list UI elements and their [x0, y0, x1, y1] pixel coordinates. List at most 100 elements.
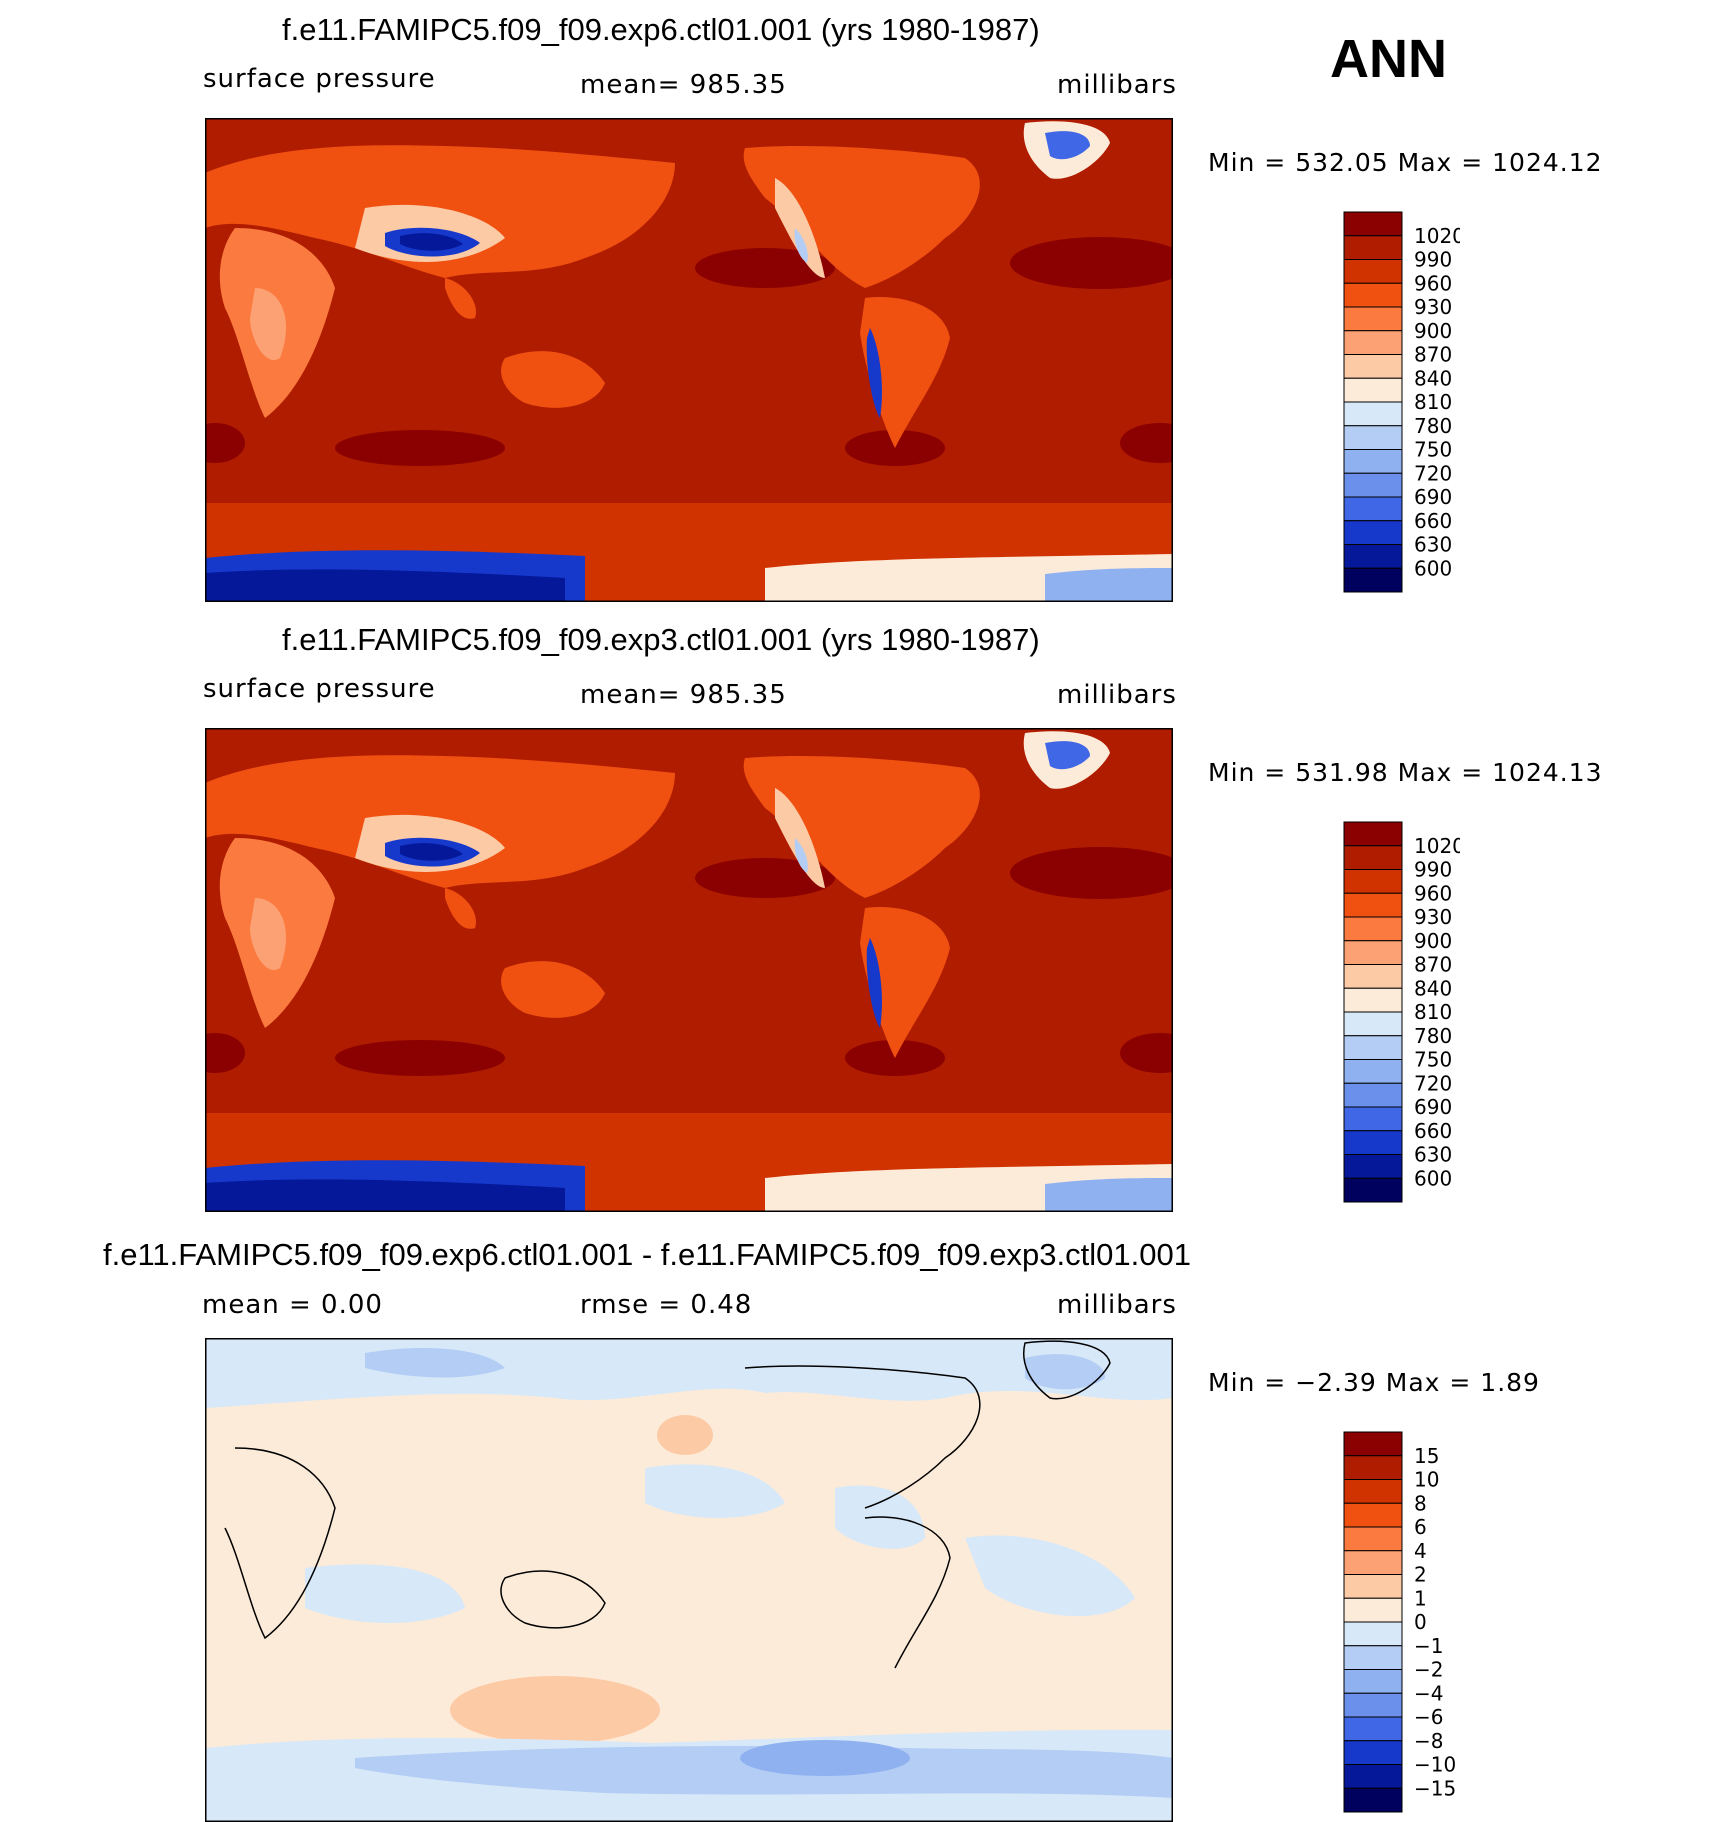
colorbar-label: 840	[1414, 976, 1452, 1000]
colorbar-box	[1343, 869, 1403, 894]
colorbar-box	[1343, 449, 1403, 474]
colorbar-label: 6	[1414, 1515, 1427, 1539]
colorbar-box	[1343, 544, 1403, 569]
colorbar-label: 660	[1414, 509, 1452, 533]
colorbar-label: 780	[1414, 1024, 1452, 1048]
colorbar-label: −6	[1414, 1705, 1443, 1729]
colorbar-box	[1343, 235, 1403, 260]
colorbar-box	[1343, 940, 1403, 965]
colorbar-box	[1343, 1011, 1403, 1037]
panel2-variable-label: surface pressure	[203, 674, 436, 704]
colorbar-box	[1343, 211, 1403, 237]
colorbar-box	[1343, 1550, 1403, 1575]
colorbar-box	[1343, 401, 1403, 427]
colorbar-box	[1343, 821, 1403, 847]
colorbar-box	[1343, 377, 1403, 403]
colorbar-label: −2	[1414, 1658, 1443, 1682]
colorbar-label: 840	[1414, 366, 1452, 390]
colorbar-box	[1343, 845, 1403, 870]
colorbar-label: 1020	[1414, 834, 1460, 858]
colorbar-label: 1020	[1414, 224, 1460, 248]
colorbar-box	[1343, 1035, 1403, 1060]
colorbar-label: 600	[1414, 1166, 1452, 1190]
colorbar-box	[1343, 330, 1403, 355]
colorbar-box	[1343, 987, 1403, 1013]
colorbar-box	[1343, 1692, 1403, 1718]
colorbar-label: 690	[1414, 1095, 1452, 1119]
colorbar-box	[1343, 1479, 1403, 1504]
colorbar-box	[1343, 1526, 1403, 1552]
colorbar-box	[1343, 1502, 1403, 1528]
panel3-units-label: millibars	[1057, 1290, 1177, 1320]
colorbar-box	[1343, 306, 1403, 332]
panel1-variable-label: surface pressure	[203, 64, 436, 94]
colorbar-label: 780	[1414, 414, 1452, 438]
panel3-map	[205, 1338, 1173, 1822]
panel2-title: f.e11.FAMIPC5.f09_f09.exp3.ctl01.001 (yr…	[282, 622, 1040, 657]
colorbar-box	[1343, 1455, 1403, 1480]
colorbar-box	[1343, 567, 1403, 593]
colorbar-box	[1343, 1740, 1403, 1765]
colorbar-box	[1343, 354, 1403, 379]
colorbar-label: 4	[1414, 1539, 1427, 1563]
colorbar-label: 900	[1414, 929, 1452, 953]
panel2-mean-label: mean= 985.35	[580, 680, 787, 710]
colorbar-label: −15	[1414, 1776, 1456, 1800]
colorbar-label: 10	[1414, 1468, 1439, 1492]
colorbar-label: 990	[1414, 248, 1452, 272]
season-label: ANN	[1330, 29, 1447, 89]
colorbar-box	[1343, 1106, 1403, 1132]
colorbar-label: 960	[1414, 271, 1452, 295]
colorbar-box	[1343, 472, 1403, 498]
colorbar-label: 810	[1414, 1000, 1452, 1024]
panel1-map	[205, 118, 1173, 602]
colorbar-label: −4	[1414, 1681, 1443, 1705]
colorbar-label: 2	[1414, 1563, 1427, 1587]
colorbar-label: 810	[1414, 390, 1452, 414]
colorbar-label: 600	[1414, 556, 1452, 580]
colorbar-box	[1343, 1130, 1403, 1155]
colorbar-label: 750	[1414, 1048, 1452, 1072]
colorbar-label: 690	[1414, 485, 1452, 509]
colorbar-label: 930	[1414, 295, 1452, 319]
colorbar-label: −1	[1414, 1634, 1443, 1658]
colorbar-box	[1343, 425, 1403, 450]
colorbar-box	[1343, 496, 1403, 522]
colorbar-box	[1343, 964, 1403, 989]
panel1-mean-label: mean= 985.35	[580, 70, 787, 100]
panel1-minmax: Min = 532.05 Max = 1024.12	[1208, 148, 1603, 177]
colorbar-label: 720	[1414, 1071, 1452, 1095]
colorbar-box	[1343, 1764, 1403, 1789]
colorbar-box	[1343, 1082, 1403, 1108]
panel2-colorbar: 1020990960930900870840810780750720690660…	[1343, 821, 1460, 1203]
colorbar-label: 1	[1414, 1586, 1427, 1610]
colorbar-box	[1343, 282, 1403, 308]
colorbar-label: 990	[1414, 858, 1452, 882]
colorbar-label: 630	[1414, 1143, 1452, 1167]
colorbar-box	[1343, 1154, 1403, 1179]
panel2-map	[205, 728, 1173, 1212]
colorbar-box	[1343, 1621, 1403, 1647]
colorbar-box	[1343, 520, 1403, 545]
colorbar-label: 870	[1414, 343, 1452, 367]
colorbar-box	[1343, 1597, 1403, 1623]
colorbar-label: −10	[1414, 1753, 1456, 1777]
panel1-colorbar: 1020990960930900870840810780750720690660…	[1343, 211, 1460, 593]
colorbar-label: 900	[1414, 319, 1452, 343]
colorbar-box	[1343, 1059, 1403, 1084]
colorbar-box	[1343, 1177, 1403, 1203]
panel1-title: f.e11.FAMIPC5.f09_f09.exp6.ctl01.001 (yr…	[282, 12, 1040, 47]
colorbar-label: 750	[1414, 438, 1452, 462]
colorbar-label: 660	[1414, 1119, 1452, 1143]
colorbar-label: 870	[1414, 953, 1452, 977]
colorbar-label: −8	[1414, 1729, 1443, 1753]
colorbar-box	[1343, 1669, 1403, 1694]
colorbar-label: 15	[1414, 1444, 1439, 1468]
colorbar-box	[1343, 1574, 1403, 1599]
colorbar-box	[1343, 1716, 1403, 1742]
colorbar-box	[1343, 916, 1403, 942]
colorbar-box	[1343, 1787, 1403, 1813]
colorbar-label: 720	[1414, 461, 1452, 485]
colorbar-label: 0	[1414, 1610, 1427, 1634]
